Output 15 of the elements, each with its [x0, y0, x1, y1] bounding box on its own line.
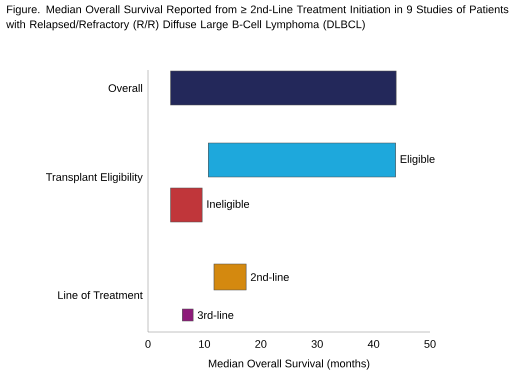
y-tick-label: 2nd-line — [250, 272, 289, 282]
text: Transplant Eligibility — [46, 172, 143, 184]
y-tick-label: Eligible — [400, 154, 435, 166]
x-axis-title: Median Overall Survival (months) — [208, 359, 370, 370]
text: Line of Treatment — [58, 290, 143, 300]
y-tick-label: Ineligible — [207, 200, 250, 210]
x-tick-label: 40 — [368, 340, 380, 348]
text: Overall — [108, 84, 142, 92]
x-tick-label: 0 — [145, 340, 151, 348]
x-tick-label: 30 — [312, 340, 323, 348]
x-tick-label: 10 — [199, 340, 210, 348]
x-tick-label: 20 — [255, 340, 266, 348]
y-tick-label: 3rd-line — [198, 310, 234, 320]
x-tick-label: 50 — [424, 340, 436, 348]
chart-title: Figure. Median Overall Survival Reported from ≥ 2nd-Line Treatment Initiation in 9 Studies of Patients with Relapsed/Refractory (R/R) Diffuse Large B-Cell Lymphoma (DLBCL) — [6, 5, 508, 30]
